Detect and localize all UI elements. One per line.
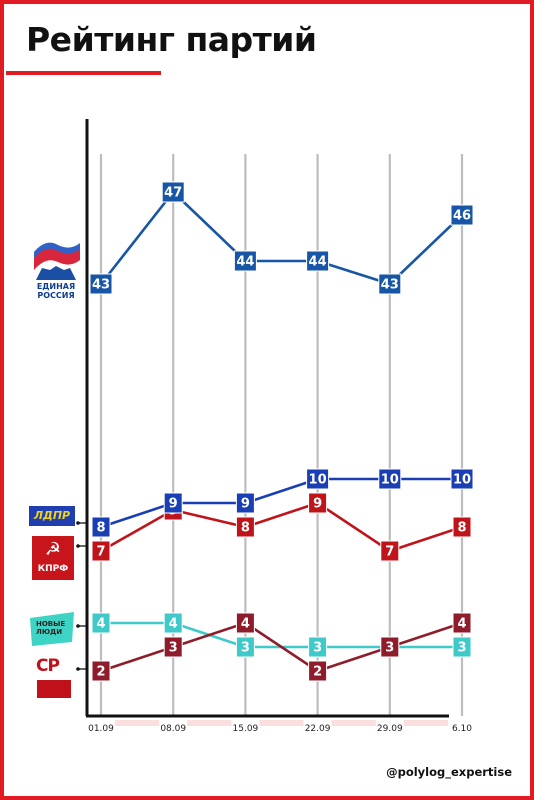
sr-marker <box>235 612 255 634</box>
new-people-logo: НОВЫЕ ЛЮДИ <box>28 612 76 646</box>
kprf-logo: ☭ КПРФ <box>32 536 74 580</box>
er-marker <box>450 204 474 226</box>
line-chart: 01.09 08.09 15.09 22.09 29.09 6.10 4 43 3 3 3 2 3 4 2 3… <box>76 119 474 734</box>
ldpr-data-label: 9 <box>241 497 250 512</box>
sr-emblem-icon <box>37 680 71 698</box>
er-data-label: 43 <box>381 278 399 293</box>
sr-data-label: 4 <box>241 617 250 632</box>
ldpr-data-label: 9 <box>169 497 178 512</box>
ldpr-data-label: 10 <box>381 473 399 488</box>
new-people-shape-icon <box>30 612 74 646</box>
x-tick-label: 15.09 <box>233 724 259 734</box>
ldpr-data-label: 10 <box>453 473 471 488</box>
date-band <box>259 720 304 726</box>
title-underline <box>6 71 161 75</box>
er-data-label: 44 <box>236 255 254 270</box>
hammer-sickle-icon: ☭ <box>44 539 62 559</box>
bear-flag-icon <box>34 242 80 280</box>
sr-logo: СР <box>34 656 74 702</box>
ldpr-marker <box>306 468 330 490</box>
kprf-data-label: 8 <box>457 521 466 536</box>
x-tick-label: 01.09 <box>88 724 114 734</box>
kprf-marker <box>91 540 111 562</box>
er-marker <box>233 250 257 272</box>
sr-data-label: 3 <box>385 641 394 656</box>
er-data-label: 46 <box>453 209 471 224</box>
new-people-data-label: 4 <box>96 617 105 632</box>
ldpr-logo: ЛДПР <box>29 506 75 526</box>
ldpr-marker <box>163 492 183 514</box>
new-people-marker <box>235 636 255 658</box>
legend-connector-dot <box>76 544 80 548</box>
new-people-data-label: 4 <box>169 617 178 632</box>
sr-data-label: 3 <box>169 641 178 656</box>
sr-marker <box>91 660 111 682</box>
sr-marker <box>452 612 472 634</box>
date-band <box>187 720 232 726</box>
ldpr-data-label: 10 <box>309 473 327 488</box>
chart-title: Рейтинг партий <box>26 20 317 59</box>
sr-data-label: 2 <box>96 665 105 680</box>
ldpr-marker <box>91 516 111 538</box>
x-tick-label: 29.09 <box>377 724 403 734</box>
kprf-marker <box>452 516 472 538</box>
er-line <box>99 190 463 286</box>
new-people-marker <box>91 612 111 634</box>
date-band <box>331 720 376 726</box>
kprf-marker <box>380 540 400 562</box>
kprf-data-label: 7 <box>96 545 105 560</box>
date-band <box>115 720 160 726</box>
new-people-data-label: 3 <box>313 641 322 656</box>
kprf-marker <box>308 492 328 514</box>
ldpr-marker <box>235 492 255 514</box>
er-data-label: 47 <box>164 186 182 201</box>
new-people-marker <box>163 612 183 634</box>
er-logo: ЕДИНАЯ РОССИЯ <box>28 240 84 306</box>
new-people-line <box>101 621 462 649</box>
x-tick-label: 6.10 <box>452 724 472 734</box>
ldpr-data-label: 8 <box>96 521 105 536</box>
legend-connector-dot <box>76 521 80 525</box>
new-people-data-label: 3 <box>241 641 250 656</box>
sr-marker <box>308 660 328 682</box>
source-handle: @polylog_expertise <box>386 765 512 779</box>
x-tick-label: 22.09 <box>305 724 331 734</box>
er-marker <box>89 273 113 295</box>
x-tick-label: 08.09 <box>160 724 186 734</box>
new-people-marker <box>452 636 472 658</box>
kprf-data-label: 8 <box>241 521 250 536</box>
kprf-data-label: 9 <box>313 497 322 512</box>
er-marker <box>306 250 330 272</box>
kprf-line <box>100 501 463 553</box>
ldpr-marker <box>450 468 474 490</box>
sr-marker <box>380 636 400 658</box>
er-marker <box>161 181 185 203</box>
ldpr-marker <box>378 468 402 490</box>
legend-connector-dot <box>76 624 80 628</box>
sr-marker <box>163 636 183 658</box>
date-band <box>403 720 448 726</box>
new-people-data-label: 3 <box>457 641 466 656</box>
sr-line <box>100 621 463 673</box>
new-people-logo-text: НОВЫЕ ЛЮДИ <box>36 620 66 636</box>
kprf-logo-text: КПРФ <box>37 564 69 574</box>
new-people-marker <box>308 636 328 658</box>
er-marker <box>378 273 402 295</box>
er-data-label: 44 <box>309 255 327 270</box>
sr-data-label: 2 <box>313 665 322 680</box>
kprf-marker <box>235 516 255 538</box>
ldpr-line <box>100 477 462 529</box>
legend-connector-dot <box>76 667 80 671</box>
sr-logo-text: СР <box>36 656 60 676</box>
er-logo-text: ЕДИНАЯ РОССИЯ <box>36 282 76 300</box>
kprf-data-label: 7 <box>385 545 394 560</box>
sr-data-label: 4 <box>457 617 466 632</box>
er-data-label: 43 <box>92 278 110 293</box>
